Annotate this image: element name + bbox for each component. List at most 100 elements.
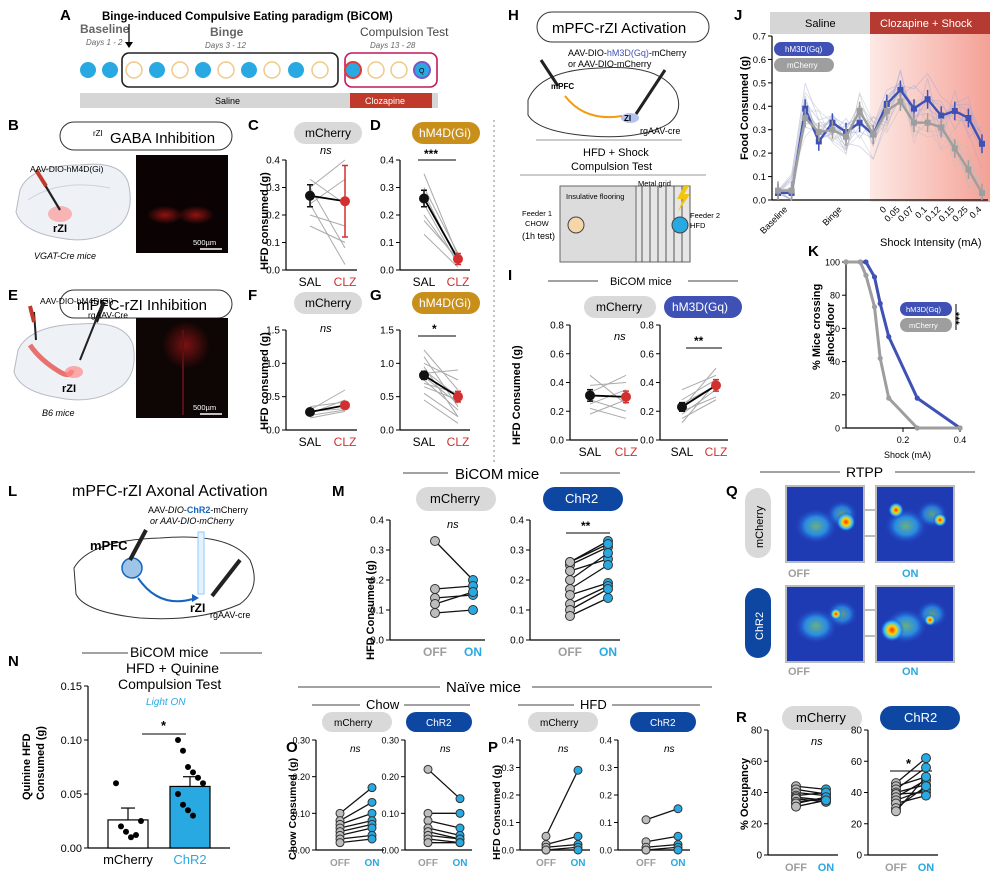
clozapine-bar-label: Clozapine [365, 96, 405, 106]
y-tick-label: 0.20 [292, 772, 310, 782]
sig-f: ns [320, 323, 332, 335]
y-tick-label: 0.2 [501, 791, 514, 801]
y-tick-label: 60 [830, 324, 840, 334]
panel-e-title: mPFC-rZI Inhibition [77, 297, 207, 314]
panel-l-title: mPFC-rZI Axonal Activation [72, 483, 268, 500]
panel-letter-k: K [808, 243, 819, 260]
x-tick-label: OFF [330, 858, 350, 869]
plot-f: 0.0 0.5 1.0 1.5 SAL CLZ [266, 326, 357, 449]
subject-line [569, 582, 609, 596]
x-tick-label: SAL [299, 435, 322, 449]
panel-o: O mCherry ChR2 ns ns Chow Consumed (g) 0… [286, 712, 472, 869]
sig1-i: ns [614, 331, 626, 343]
phase-binge-days: Days 3 - 12 [205, 41, 246, 50]
y-tick-label: 80 [851, 726, 863, 737]
subject-point-on [573, 765, 583, 775]
x-tick-label: CLZ [705, 445, 728, 459]
y-tick-label: 0.0 [380, 266, 394, 277]
subject-line [434, 594, 474, 599]
panel-m: M BiCOM mice mCherry ChR2 ns ** HFD Cons… [332, 466, 623, 660]
subject-point-on [921, 771, 931, 782]
brain-outline-e [13, 322, 135, 401]
y-tick-label: 0.20 [381, 772, 399, 782]
subject-line [339, 801, 373, 822]
x-tick-label: mCherry [103, 852, 153, 867]
data-point [133, 832, 139, 839]
legend1-k: hM3D(Gq) [906, 305, 942, 314]
panel-a: A Binge-induced Compulsive Eating paradi… [60, 7, 449, 108]
subject-line [423, 382, 459, 394]
series-point [857, 259, 863, 265]
virus2-l: or AAV-DIO-mCherry [150, 516, 234, 526]
rzi-target-b [48, 206, 72, 222]
subject-point-on [603, 560, 613, 570]
subject-point-on [455, 838, 465, 848]
histology-image-b [136, 155, 228, 253]
test-title-1: HFD + Shock [583, 147, 649, 159]
x-tick-label: 0.4 [954, 435, 967, 445]
subject-point-off [541, 845, 551, 855]
subject-point-off [423, 764, 433, 774]
ylabel-p: HFD Consumed (g) [491, 765, 503, 860]
histology-signal-left-b [147, 206, 183, 224]
y-tick-label: 0.10 [381, 809, 399, 819]
retro-label-h: rgAAV-cre [640, 126, 680, 136]
x-tick-label: ON [818, 862, 835, 874]
plot-i-mcherry: 0.0 0.2 0.4 0.6 0.8 SAL CLZ [550, 321, 638, 459]
floor1-label: Insulative flooring [566, 192, 624, 201]
y-tick-label: 0.4 [550, 378, 564, 389]
pill1-label-m: mCherry [430, 491, 480, 506]
ylabel2-k: shock floor [825, 302, 837, 362]
mean-point [621, 391, 631, 402]
pill2-label-o: ChR2 [426, 718, 452, 729]
subject-line [309, 409, 346, 416]
mean-point [711, 380, 721, 391]
subject-line [423, 349, 459, 391]
y-tick-label: 40 [851, 788, 863, 799]
clozapine-band-j [870, 12, 990, 34]
heatmap-hotspot [830, 608, 842, 620]
series-point [911, 105, 917, 112]
panel-b: B rZI GABA Inhibition AAV-DIO-hM4D(Gi) r… [8, 117, 233, 261]
y-tick-label: 0.1 [370, 606, 384, 617]
pill-chr2-m [543, 487, 623, 511]
heatmap-hotspot [888, 502, 904, 518]
subject-line [339, 820, 373, 829]
plot-r-chr2: 0 20 40 60 80 OFF ON [851, 726, 938, 874]
y-tick-label: 1.5 [266, 326, 280, 337]
y-tick-label: 0 [756, 851, 762, 862]
feeder1-chow [567, 216, 585, 234]
panel-letter-f: F [248, 287, 257, 304]
zi-target-h [621, 113, 639, 123]
subject-point-off [791, 801, 801, 812]
series-point [951, 145, 958, 152]
plot-r-mcherry: 0 20 40 60 80 OFF ON [751, 726, 838, 874]
x-tick-label: SAL [413, 275, 436, 289]
y-tick-label: 0.0 [266, 426, 280, 437]
plot-p-mcherry: 0.0 0.1 0.2 0.3 0.4 OFF ON [501, 736, 590, 869]
plot-c: 0.0 0.1 0.2 0.3 0.4 SAL CLZ [266, 156, 357, 289]
day-dot-off [311, 61, 329, 79]
mean-line [681, 384, 717, 408]
optic-fiber-l [197, 531, 205, 595]
subject-line [434, 609, 474, 614]
mean-point [419, 193, 429, 204]
subject-point-off [565, 611, 575, 621]
light-on-n: Light ON [146, 697, 186, 708]
subject-point-off [565, 557, 575, 567]
x-tick-label: CLZ [334, 275, 357, 289]
subject-line [423, 376, 459, 404]
mean-point [340, 196, 350, 207]
ylabel-i: HFD Consumed (g) [511, 345, 523, 445]
panel-d: D hM4D(Gi) *** 0.0 0.1 0.2 0.3 0.4 SAL CLZ [370, 117, 480, 289]
y-tick-label: 0.05 [61, 789, 82, 801]
ylabel1-n: Quinine HFD [21, 733, 33, 800]
data-point [195, 774, 201, 781]
panel-letter-l: L [8, 483, 17, 500]
series-point [863, 272, 869, 278]
series-point [815, 129, 822, 136]
day-dot-binge [80, 62, 96, 78]
subject-point-on [367, 783, 377, 793]
row-pill-chr2-q [745, 588, 771, 658]
panel-letter-j: J [734, 7, 742, 24]
